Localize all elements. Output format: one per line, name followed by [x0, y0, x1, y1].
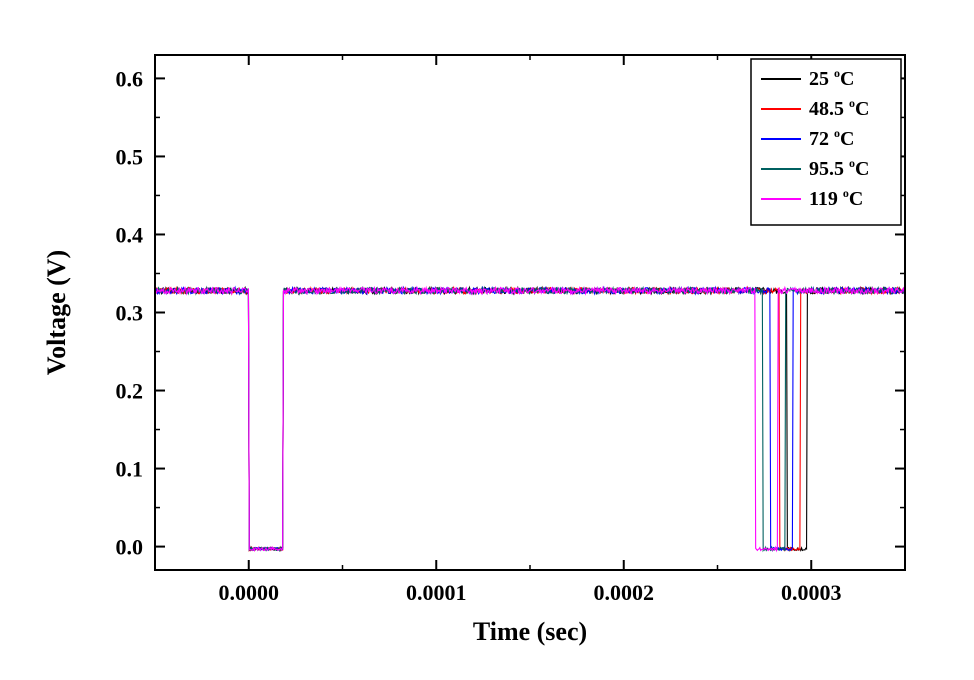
chart-svg: 0.0000 0.0001 0.0002 0.0003 0.0 0.1 0.2 0.3 0.4 0…: [0, 0, 974, 680]
y-tick-label: 0.5: [116, 144, 144, 169]
legend-label: 95.5 oC: [809, 156, 869, 180]
voltage-time-chart: 0.0000 0.0001 0.0002 0.0003 0.0 0.1 0.2 0.3 0.4 0…: [0, 0, 974, 680]
legend-label: 72 oC: [809, 126, 854, 150]
legend-label: 25 oC: [809, 66, 854, 90]
legend-label: 119 oC: [809, 186, 863, 210]
y-tick-label: 0.1: [116, 457, 144, 482]
y-tick-label: 0.2: [116, 379, 144, 404]
x-tick-label: 0.0001: [406, 580, 467, 605]
x-axis-label: Time (sec): [473, 617, 587, 646]
x-tick-label: 0.0002: [594, 580, 655, 605]
y-tick-label: 0.6: [116, 66, 144, 91]
x-tick-label: 0.0003: [781, 580, 842, 605]
y-axis-label: Voltage (V): [42, 250, 71, 375]
y-tick-label: 0.0: [116, 535, 144, 560]
legend-label: 48.5 oC: [809, 96, 869, 120]
x-tick-label: 0.0000: [219, 580, 280, 605]
y-tick-label: 0.3: [116, 301, 144, 326]
y-tick-label: 0.4: [116, 222, 144, 247]
